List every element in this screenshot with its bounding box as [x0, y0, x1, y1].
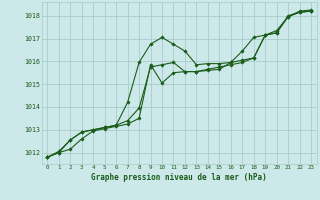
X-axis label: Graphe pression niveau de la mer (hPa): Graphe pression niveau de la mer (hPa)	[91, 173, 267, 182]
